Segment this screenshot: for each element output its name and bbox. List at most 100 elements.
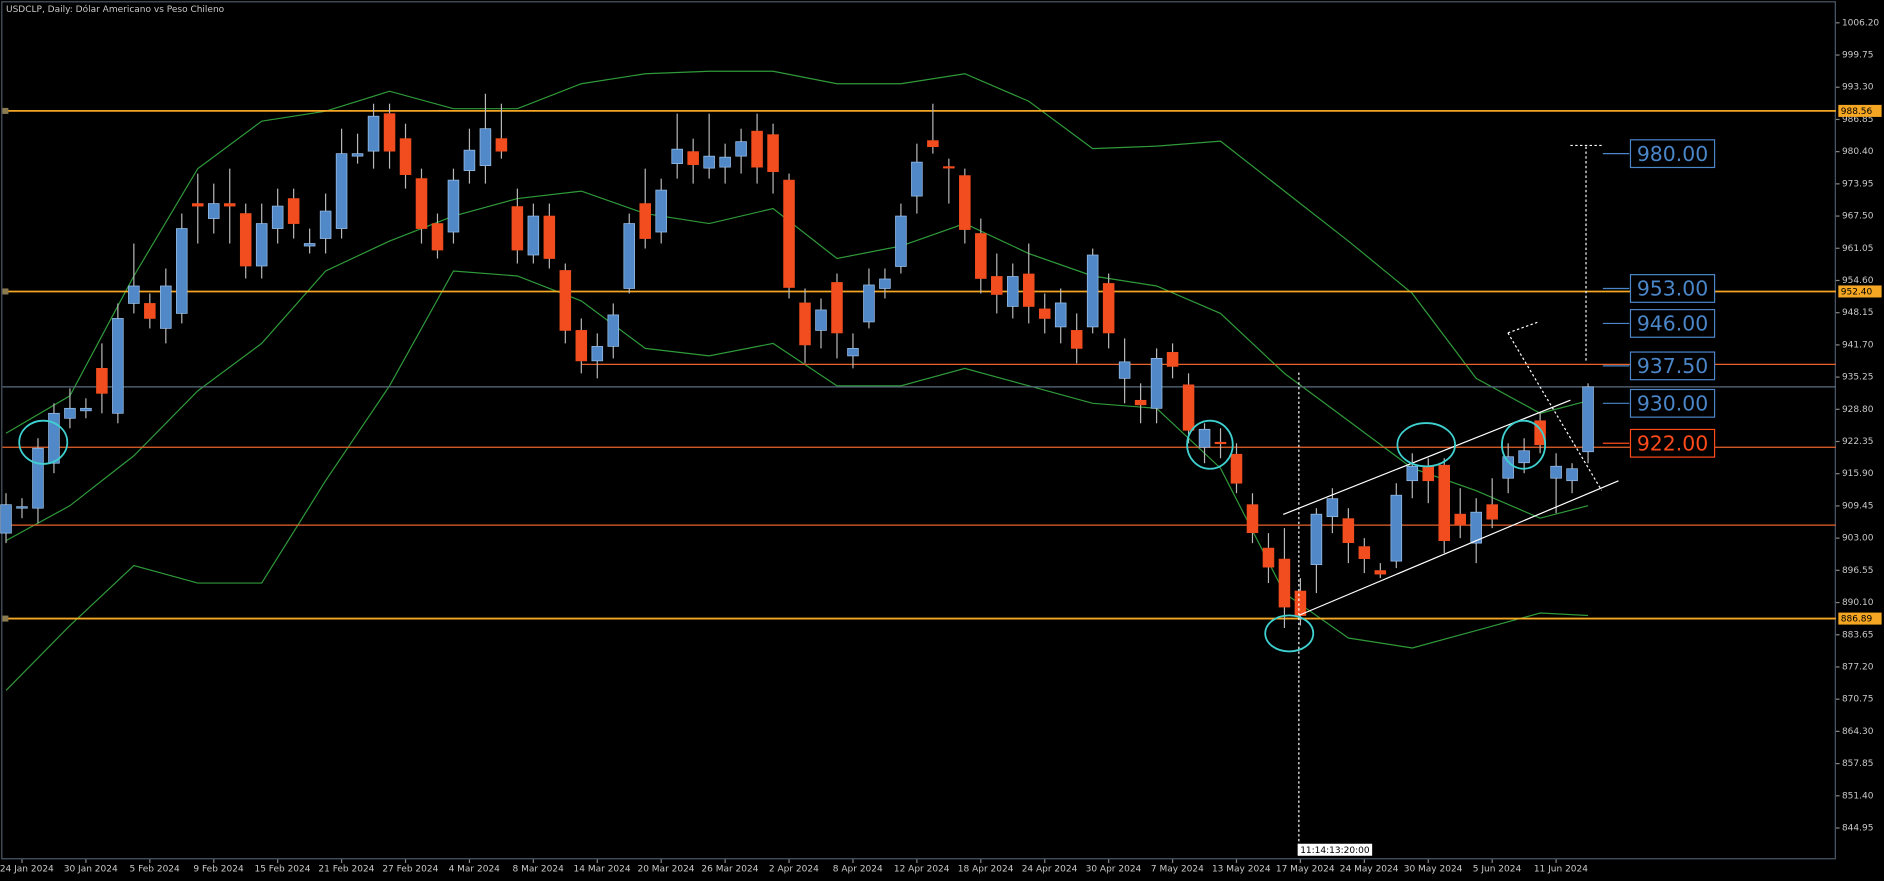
candle-body	[1150, 358, 1163, 409]
y-tick-label: 954.60	[1842, 276, 1874, 286]
dashed-diagonal	[1507, 321, 1539, 334]
candle-body	[607, 314, 620, 347]
candle-body	[703, 155, 715, 169]
target-box	[1629, 309, 1716, 338]
x-tick-label: 24 May 2024	[1340, 864, 1399, 874]
candle-body	[1582, 386, 1594, 453]
x-tick-label: 30 Jan 2024	[64, 864, 118, 874]
y-tick-label: 980.40	[1842, 147, 1874, 157]
y-tick-label: 870.75	[1842, 695, 1873, 705]
x-tick-label: 4 Mar 2024	[449, 864, 501, 874]
candle-body	[847, 348, 859, 357]
x-tick-label: 20 Mar 2024	[637, 864, 694, 874]
candle-body	[463, 149, 476, 171]
bollinger-middle	[5, 190, 1589, 542]
x-tick-label: 24 Apr 2024	[1022, 864, 1078, 874]
candle-body	[927, 140, 939, 148]
candle-body	[335, 153, 348, 229]
candle-body	[383, 113, 396, 152]
target-label: 953.00	[1637, 277, 1708, 301]
x-tick-label: 15 Feb 2024	[254, 864, 310, 874]
target-label: 980.00	[1637, 142, 1708, 166]
x-tick-label: 30 May 2024	[1404, 864, 1463, 874]
candle-body	[911, 161, 923, 197]
candle-body	[1438, 464, 1451, 541]
y-tick-label: 961.05	[1842, 244, 1873, 254]
candle-body	[1198, 428, 1211, 448]
y-tick-label: 999.75	[1842, 51, 1873, 61]
candle-body	[80, 407, 92, 412]
candle-body	[655, 189, 667, 233]
candle-body	[671, 148, 683, 164]
x-tick-label: 27 Feb 2024	[382, 864, 438, 874]
candle-body	[1534, 420, 1546, 446]
candle-body	[1342, 518, 1355, 543]
y-tick-label: 883.65	[1842, 630, 1873, 640]
candle-body	[863, 284, 875, 323]
candle-body	[1422, 465, 1435, 482]
candle-body	[64, 407, 76, 419]
y-tick-label: 928.80	[1842, 405, 1874, 415]
level-anchor	[2, 107, 9, 114]
candle-body	[239, 213, 252, 267]
x-tick-label: 12 Apr 2024	[894, 864, 950, 874]
y-tick-label: 896.55	[1842, 566, 1873, 576]
candle-body	[112, 318, 124, 414]
candle-body	[1374, 570, 1387, 575]
level-anchor	[2, 615, 9, 622]
channel-lower	[1298, 480, 1619, 616]
cursor-label: 11:14:13:20:00	[1300, 846, 1370, 856]
candle-body	[128, 285, 140, 304]
x-tick-label: 8 Mar 2024	[512, 864, 564, 874]
candle-body	[1486, 504, 1498, 520]
candle-body	[255, 223, 268, 267]
level-label: 886.89	[1841, 615, 1873, 625]
y-tick-label: 909.45	[1842, 501, 1873, 511]
candle-body	[176, 228, 188, 314]
candle-body	[1502, 456, 1514, 479]
candle-body	[943, 166, 955, 169]
y-tick-label: 967.50	[1842, 212, 1874, 222]
highlight-circle	[1264, 614, 1315, 653]
candle-body	[591, 346, 604, 362]
level-tag	[1838, 285, 1882, 298]
x-tick-label: 11 Jun 2024	[1534, 864, 1588, 874]
level-tag	[1838, 612, 1882, 625]
level-label: 952.40	[1841, 288, 1873, 298]
level-label: 988.56	[1841, 107, 1873, 117]
candle-body	[319, 210, 332, 239]
candle-body	[1518, 450, 1530, 464]
candle-body	[1070, 330, 1083, 349]
candle-body	[287, 198, 300, 224]
target-label: 922.00	[1637, 431, 1708, 455]
y-tick-label: 877.20	[1842, 662, 1874, 672]
candle-body	[1038, 308, 1051, 319]
candle-body	[831, 282, 843, 334]
plot-frame	[1, 1, 1836, 860]
candle-body	[32, 447, 44, 509]
y-tick-label: 986.85	[1842, 115, 1873, 125]
candle-body	[1054, 302, 1067, 328]
y-tick-label: 857.85	[1842, 759, 1873, 769]
x-tick-label: 24 Jan 2024	[0, 864, 54, 874]
candle-body	[399, 138, 412, 175]
highlight-circle	[18, 419, 69, 465]
candle-body	[559, 270, 572, 331]
candle-body	[975, 233, 987, 279]
candle-body	[223, 203, 236, 207]
x-tick-label: 26 Mar 2024	[701, 864, 758, 874]
candle-body	[431, 223, 444, 251]
candle-body	[799, 302, 811, 346]
candle-body	[1246, 504, 1259, 534]
candle-body	[959, 175, 971, 230]
x-tick-label: 2 Apr 2024	[769, 864, 819, 874]
candle-body	[639, 203, 651, 239]
candle-body	[1358, 546, 1371, 559]
highlight-circle	[1396, 422, 1456, 468]
candle-body	[160, 285, 172, 329]
candle-body	[1118, 361, 1131, 379]
candle-body	[1102, 283, 1115, 334]
level-anchor	[2, 288, 9, 295]
candle-body	[96, 368, 108, 394]
